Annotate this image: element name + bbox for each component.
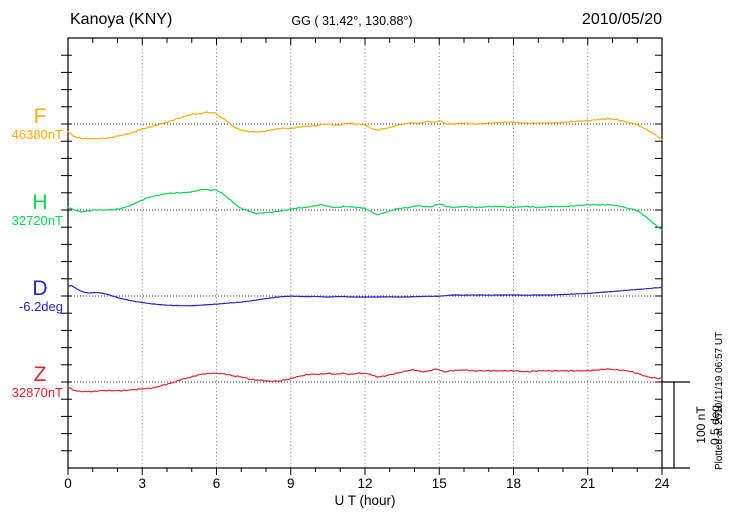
x-tick-label: 0 xyxy=(64,476,72,491)
series-letter-Z: Z xyxy=(34,363,47,386)
x-tick-label: 12 xyxy=(357,476,372,491)
trace-H xyxy=(67,188,663,231)
trace-Z xyxy=(67,368,663,393)
station-title: Kanoya (KNY) xyxy=(70,11,173,28)
plot-date: 2010/05/20 xyxy=(581,11,662,28)
x-axis-label: U T (hour) xyxy=(334,493,395,508)
x-tick-label: 15 xyxy=(432,476,447,491)
x-tick-label: 24 xyxy=(654,476,670,491)
x-tick-label: 9 xyxy=(287,476,295,491)
x-tick-label: 18 xyxy=(506,476,521,491)
x-tick-label: 6 xyxy=(213,476,221,491)
plotted-at-note: Plotted at 2010/11/19 06:57 UT xyxy=(714,331,725,470)
plot-frame xyxy=(67,37,663,469)
series-letter-F: F xyxy=(34,105,47,128)
series-value-F: 46380nT xyxy=(12,127,63,142)
series-letter-D: D xyxy=(32,277,47,300)
x-tick-label: 21 xyxy=(580,476,595,491)
x-tick-label: 3 xyxy=(138,476,146,491)
geographic-coordinates: GG ( 31.42°, 130.88°) xyxy=(291,14,413,28)
series-value-H: 32720nT xyxy=(12,213,63,228)
trace-F xyxy=(67,111,663,141)
series-letter-H: H xyxy=(32,191,47,214)
trace-D xyxy=(67,284,663,307)
scalebar-nt-label: 100 nT xyxy=(694,406,708,444)
series-value-Z: 32870nT xyxy=(12,385,63,400)
series-value-D: -6.2deg xyxy=(19,299,63,314)
